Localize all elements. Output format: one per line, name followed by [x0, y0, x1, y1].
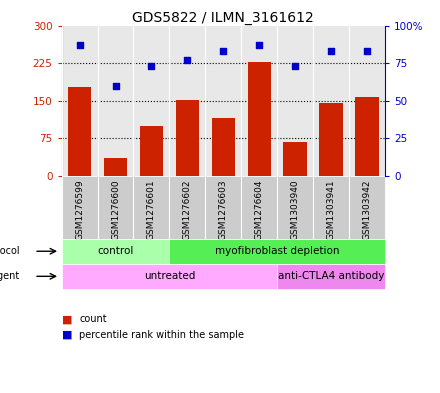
Bar	[319, 103, 343, 176]
Text: percentile rank within the sample: percentile rank within the sample	[79, 330, 244, 340]
Text: GSM1276600: GSM1276600	[111, 179, 120, 240]
FancyBboxPatch shape	[241, 176, 277, 239]
Point	[327, 48, 335, 54]
Text: GSM1276599: GSM1276599	[75, 179, 84, 240]
FancyBboxPatch shape	[169, 176, 205, 239]
Point	[148, 63, 155, 69]
Text: control: control	[97, 246, 134, 256]
Bar	[212, 118, 235, 176]
Text: GSM1303940: GSM1303940	[291, 179, 300, 240]
Text: ■: ■	[62, 330, 72, 340]
Text: GSM1303941: GSM1303941	[326, 179, 336, 240]
FancyBboxPatch shape	[169, 239, 385, 264]
Bar	[356, 97, 379, 176]
FancyBboxPatch shape	[277, 176, 313, 239]
FancyBboxPatch shape	[62, 239, 169, 264]
FancyBboxPatch shape	[98, 176, 133, 239]
FancyBboxPatch shape	[205, 176, 241, 239]
Text: GSM1276602: GSM1276602	[183, 179, 192, 240]
Bar	[248, 62, 271, 176]
Text: protocol: protocol	[0, 246, 19, 256]
Point	[76, 42, 83, 48]
Text: GSM1276603: GSM1276603	[219, 179, 228, 240]
Point	[292, 63, 299, 69]
Bar	[104, 158, 127, 176]
FancyBboxPatch shape	[62, 176, 98, 239]
Point	[256, 42, 263, 48]
FancyBboxPatch shape	[62, 264, 277, 289]
FancyBboxPatch shape	[349, 176, 385, 239]
Text: ■: ■	[62, 314, 72, 324]
Text: untreated: untreated	[144, 271, 195, 281]
Text: GSM1303942: GSM1303942	[363, 179, 371, 240]
Point	[184, 57, 191, 63]
Text: agent: agent	[0, 271, 19, 281]
FancyBboxPatch shape	[313, 176, 349, 239]
Bar	[140, 126, 163, 176]
Text: myofibroblast depletion: myofibroblast depletion	[215, 246, 339, 256]
Text: anti-CTLA4 antibody: anti-CTLA4 antibody	[278, 271, 384, 281]
Text: GSM1276601: GSM1276601	[147, 179, 156, 240]
Point	[112, 83, 119, 89]
Bar	[68, 87, 91, 176]
Bar	[176, 100, 199, 176]
Title: GDS5822 / ILMN_3161612: GDS5822 / ILMN_3161612	[132, 11, 314, 24]
FancyBboxPatch shape	[277, 264, 385, 289]
FancyBboxPatch shape	[133, 176, 169, 239]
Point	[220, 48, 227, 54]
Text: GSM1276604: GSM1276604	[255, 179, 264, 240]
Text: count: count	[79, 314, 107, 324]
Bar	[283, 142, 307, 176]
Point	[363, 48, 370, 54]
